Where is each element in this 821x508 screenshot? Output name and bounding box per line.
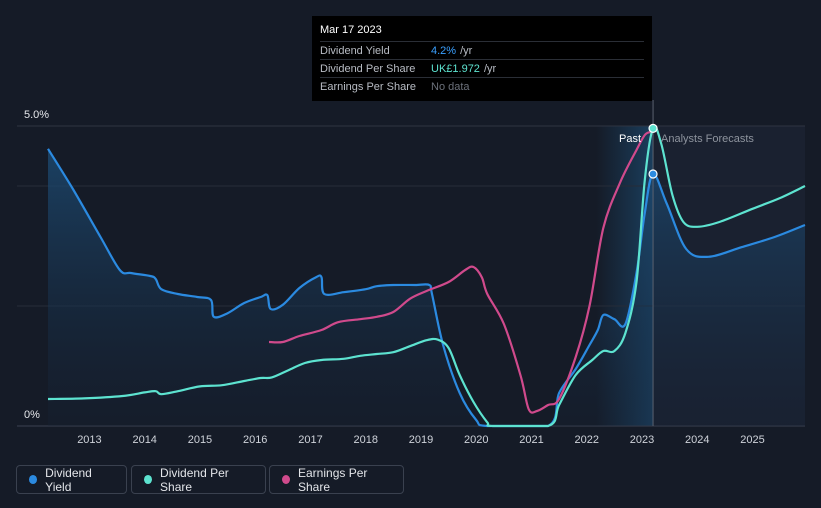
tooltip-label: Dividend Per Share bbox=[320, 62, 416, 75]
x-tick-2022: 2022 bbox=[574, 434, 598, 446]
tooltip-row-dividend-per-share: Dividend Per Share UK£1.972 /yr bbox=[320, 59, 644, 77]
x-tick-2017: 2017 bbox=[298, 434, 322, 446]
tooltip-value: 4.2% bbox=[431, 44, 457, 57]
x-tick-2018: 2018 bbox=[353, 434, 377, 446]
dividend-yield-marker bbox=[648, 169, 658, 179]
x-tick-2025: 2025 bbox=[740, 434, 764, 446]
tooltip-row-earnings-per-share: Earnings Per Share No data bbox=[320, 77, 644, 95]
tooltip-date: Mar 17 2023 bbox=[320, 24, 382, 36]
legend-label: Earnings Per Share bbox=[298, 465, 368, 494]
x-tick-2014: 2014 bbox=[132, 434, 156, 446]
tooltip-row-dividend-yield: Dividend Yield 4.2% /yr bbox=[320, 41, 644, 59]
legend-earnings-per-share[interactable]: Earnings Per Share bbox=[269, 465, 404, 494]
y-tick-zero: 0% bbox=[24, 409, 40, 421]
dividend-yield-area bbox=[48, 148, 805, 427]
x-tick-2020: 2020 bbox=[464, 434, 488, 446]
x-tick-2021: 2021 bbox=[519, 434, 543, 446]
legend-label: Dividend Yield bbox=[45, 465, 92, 494]
earnings-per-share-legend-dot-icon bbox=[282, 475, 290, 484]
past-label: Past bbox=[619, 133, 641, 145]
series-lines bbox=[47, 125, 806, 428]
x-axis-ticks: 2013 2014 2015 2016 2017 2018 2019 2020 2021 2022… bbox=[77, 434, 765, 446]
x-tick-2023: 2023 bbox=[630, 434, 654, 446]
earnings-per-share-line bbox=[268, 130, 651, 414]
legend-label: Dividend Per Share bbox=[160, 465, 229, 494]
legend-dividend-per-share[interactable]: Dividend Per Share bbox=[131, 465, 266, 494]
tooltip-value: UK£1.972 bbox=[431, 62, 480, 75]
forecast-label: Analysts Forecasts bbox=[661, 133, 754, 145]
dividend-per-share-line bbox=[47, 125, 806, 428]
dividend-per-share-marker bbox=[648, 123, 658, 133]
tooltip-value: No data bbox=[431, 80, 470, 93]
x-tick-2013: 2013 bbox=[77, 434, 101, 446]
tooltip-unit: /yr bbox=[460, 44, 473, 57]
x-tick-2016: 2016 bbox=[243, 434, 267, 446]
x-tick-2024: 2024 bbox=[685, 434, 709, 446]
y-tick-max: 5.0% bbox=[24, 109, 49, 121]
x-tick-2015: 2015 bbox=[188, 434, 212, 446]
tooltip: Mar 17 2023 Dividend Yield 4.2% /yr Divi… bbox=[312, 16, 652, 101]
dividend-yield-line bbox=[47, 148, 806, 428]
x-tick-2019: 2019 bbox=[409, 434, 433, 446]
dividend-yield-legend-dot-icon bbox=[29, 475, 38, 484]
tooltip-unit: /yr bbox=[483, 62, 497, 75]
legend-dividend-yield[interactable]: Dividend Yield bbox=[16, 465, 127, 494]
tooltip-label: Dividend Yield bbox=[320, 44, 390, 57]
dividend-per-share-legend-dot-icon bbox=[144, 475, 153, 484]
hover-markers bbox=[648, 123, 658, 179]
tooltip-label: Earnings Per Share bbox=[320, 80, 416, 93]
